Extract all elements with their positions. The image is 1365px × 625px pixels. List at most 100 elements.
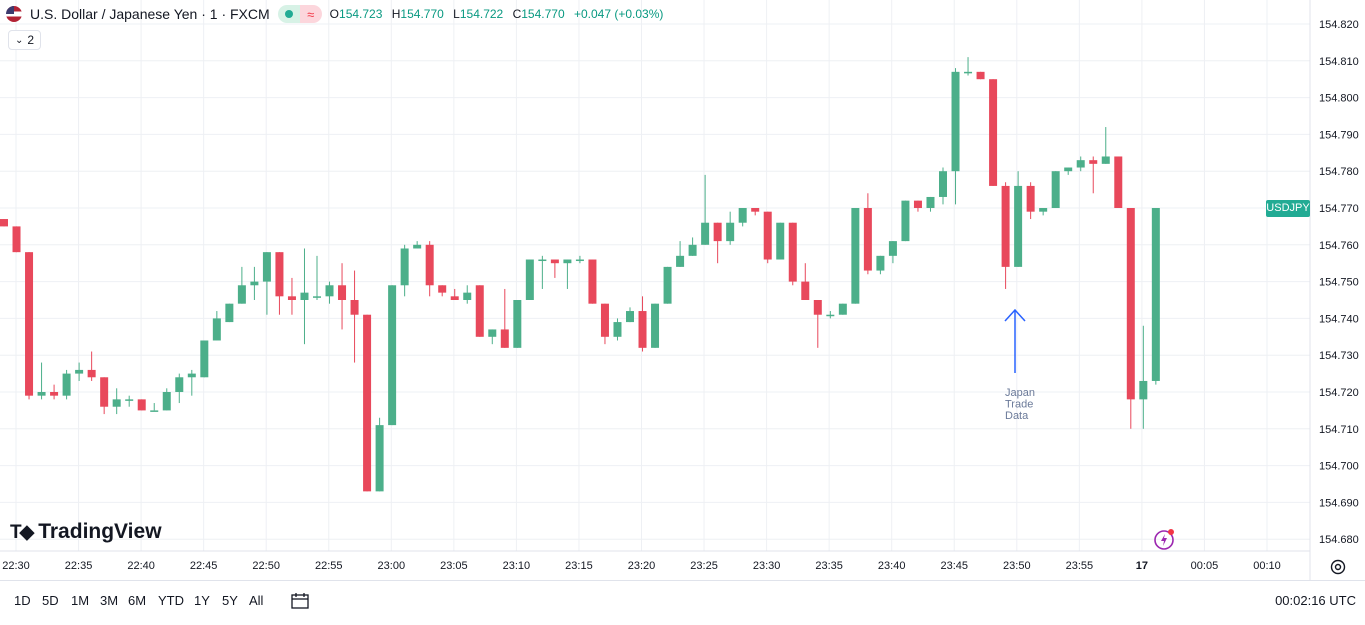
candle-body: [1089, 160, 1098, 164]
candle-body: [964, 71, 973, 74]
candle: [87, 351, 96, 381]
symbol-title[interactable]: U.S. Dollar / Japanese Yen · 1 · FXCM: [30, 6, 270, 22]
candle: [338, 263, 347, 330]
candle-body: [125, 399, 134, 401]
candle: [162, 388, 171, 411]
candle: [125, 395, 134, 407]
candle-body: [826, 314, 835, 317]
candle-body: [1051, 171, 1060, 208]
range-1m-button[interactable]: 1M: [71, 593, 90, 608]
market-status-pill[interactable]: ≈: [277, 5, 322, 23]
candle: [751, 208, 760, 216]
candle: [964, 57, 973, 76]
candle-body: [1101, 156, 1110, 164]
candle-body: [300, 292, 309, 300]
candle: [1039, 208, 1048, 216]
candle: [350, 270, 359, 363]
candle: [550, 259, 559, 278]
candle-body: [550, 259, 559, 264]
candle-body: [350, 300, 359, 315]
candle-body: [1114, 156, 1123, 208]
candle-body: [801, 281, 810, 300]
time-tick-label: 22:55: [315, 560, 343, 572]
range-3m-button[interactable]: 3M: [100, 593, 119, 608]
candle-body: [813, 300, 822, 315]
lightning-ray-icon[interactable]: [1153, 528, 1175, 550]
candle-body: [600, 303, 609, 337]
candle: [976, 71, 985, 80]
candle-body: [763, 211, 772, 260]
candle-body: [1001, 185, 1010, 267]
ohlc-readout: O154.723 H154.770 L154.722 C154.770 +0.0…: [330, 7, 664, 21]
tradingview-logo[interactable]: T◆ TradingView: [10, 520, 162, 544]
candle: [876, 255, 885, 275]
grid-lines: [0, 0, 1310, 551]
candle-body: [626, 311, 634, 323]
clock-timezone-readout[interactable]: 00:02:16 UTC: [1275, 593, 1356, 608]
range-5y-button[interactable]: 5Y: [222, 593, 238, 608]
candle: [813, 300, 822, 348]
range-1y-button[interactable]: 1Y: [194, 593, 210, 608]
indicators-toggle-button[interactable]: ⌄ 2: [8, 30, 42, 50]
candle: [137, 399, 146, 411]
candle: [575, 255, 584, 264]
logo-text: TradingView: [38, 520, 162, 543]
range-all-button[interactable]: All: [249, 593, 264, 608]
price-tick-label: 154.750: [1319, 277, 1359, 289]
candle: [475, 285, 484, 337]
candle-body: [137, 399, 146, 411]
price-axis[interactable]: 154.680 154.690 154.700 154.710 154.720 154.7…: [1319, 19, 1359, 546]
data-delayed-icon: ≈: [299, 5, 322, 23]
time-axis[interactable]: 22:30 22:35 22:40 22:45 22:50 22:55 23:00 23:05…: [2, 560, 1281, 572]
time-tick-label: 23:50: [1003, 560, 1031, 572]
candle-body: [676, 255, 685, 267]
candle: [863, 193, 872, 275]
range-1d-button[interactable]: 1D: [14, 593, 31, 608]
settings-gear-icon[interactable]: [1328, 557, 1348, 577]
candle-body: [776, 222, 785, 260]
low-label: L: [453, 7, 460, 21]
range-ytd-button[interactable]: YTD: [158, 593, 184, 608]
calendar-goto-icon[interactable]: [289, 590, 311, 612]
candle: [12, 226, 21, 253]
candle: [1126, 208, 1135, 429]
candle-body: [325, 285, 334, 297]
candle-body: [25, 252, 34, 396]
candle: [588, 259, 597, 304]
time-tick-label: 23:30: [753, 560, 781, 572]
candle: [538, 255, 547, 289]
range-5d-button[interactable]: 5D: [42, 593, 59, 608]
candle-body: [513, 300, 522, 348]
candle: [525, 259, 534, 300]
candle-body: [287, 296, 296, 300]
candle-body: [262, 252, 271, 282]
range-6m-button[interactable]: 6M: [128, 593, 147, 608]
candle-body: [313, 296, 321, 298]
market-open-icon: [277, 5, 300, 23]
time-tick-label: 22:30: [2, 560, 30, 572]
candle: [826, 311, 835, 319]
candle-body: [838, 303, 847, 315]
candle-body: [150, 410, 159, 412]
candle: [237, 266, 246, 304]
candle-body: [951, 71, 960, 172]
time-tick-label: 23:55: [1066, 560, 1094, 572]
candle-body: [0, 219, 8, 227]
candle-body: [450, 296, 459, 300]
price-tick-label: 154.720: [1319, 387, 1359, 399]
candle-body: [475, 285, 484, 337]
candle: [726, 211, 735, 245]
candle-body: [1139, 380, 1148, 400]
candle: [1064, 167, 1073, 175]
time-tick-label: 00:10: [1253, 560, 1281, 572]
candle: [287, 277, 296, 315]
candle: [0, 219, 8, 227]
candle-body: [250, 281, 259, 286]
candlestick-chart[interactable]: 154.680 154.690 154.700 154.710 154.720 154.7…: [0, 0, 1365, 580]
price-tick-label: 154.780: [1319, 166, 1359, 178]
candle: [1051, 171, 1060, 208]
candle-body: [888, 241, 897, 256]
time-tick-label: 23:10: [503, 560, 531, 572]
low-value: 154.722: [459, 7, 504, 21]
